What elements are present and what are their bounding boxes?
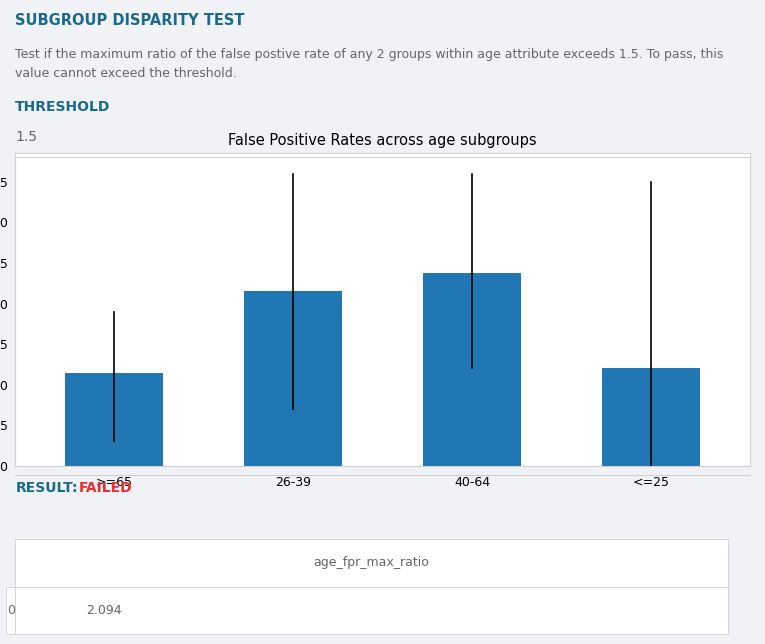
Text: RESULT:: RESULT: [15, 482, 78, 495]
Title: False Positive Rates across age subgroups: False Positive Rates across age subgroup… [228, 133, 537, 148]
Bar [602, 368, 701, 466]
Bar [64, 374, 163, 466]
Bar [244, 291, 342, 466]
Text: Test if the maximum ratio of the false postive rate of any 2 groups within age a: Test if the maximum ratio of the false p… [15, 48, 724, 80]
Text: THRESHOLD: THRESHOLD [15, 100, 111, 115]
Text: FAILED: FAILED [80, 482, 133, 495]
Text: SUBGROUP DISPARITY TEST: SUBGROUP DISPARITY TEST [15, 13, 245, 28]
Text: 1.5: 1.5 [15, 129, 37, 144]
Bar [423, 272, 521, 466]
